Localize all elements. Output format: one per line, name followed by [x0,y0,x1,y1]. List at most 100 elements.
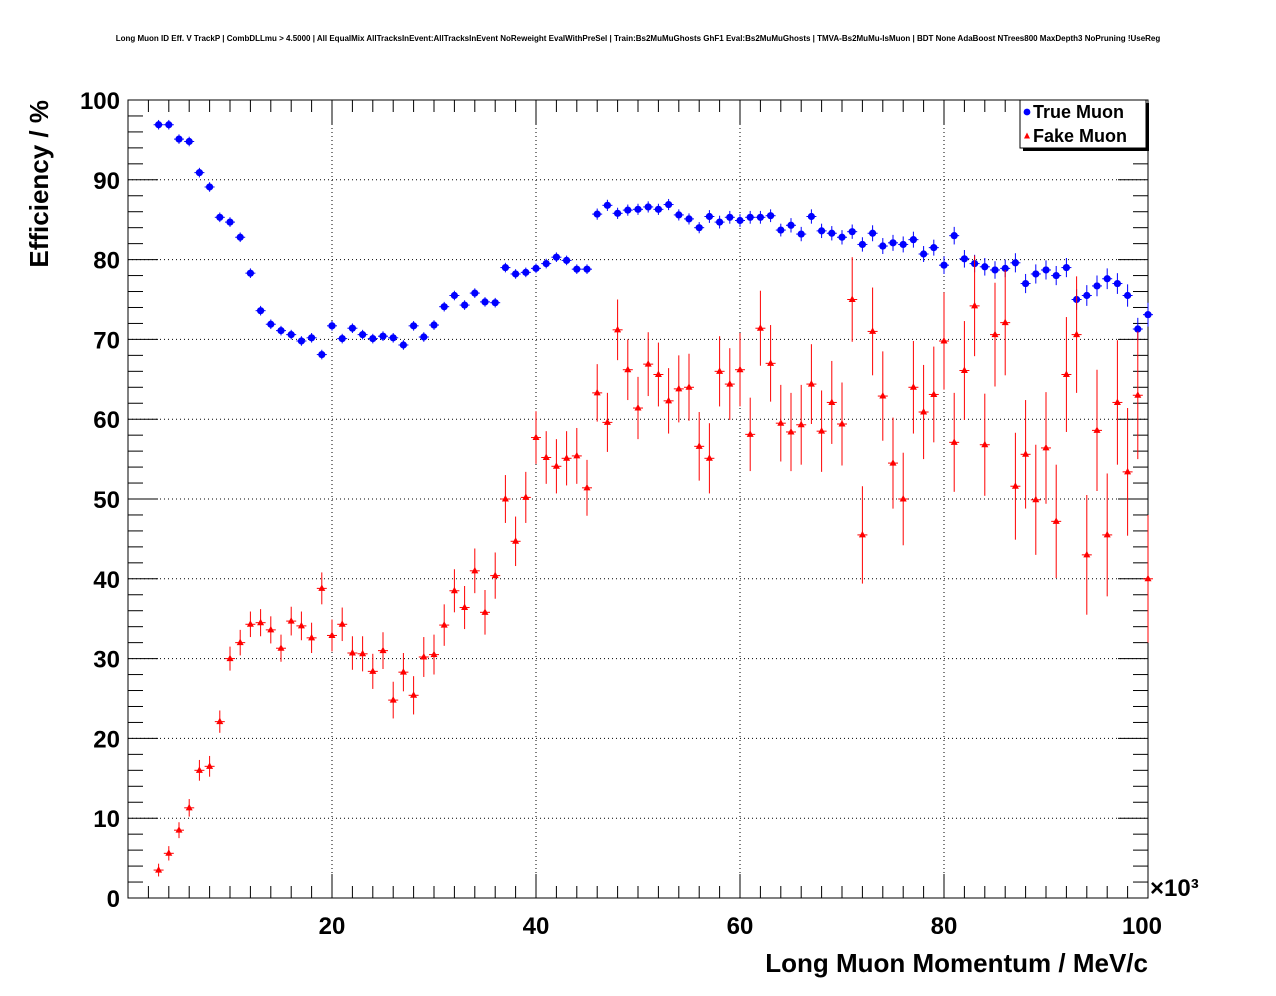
true-muon-point [388,333,399,343]
marker-circle [206,183,214,191]
x-tick-label: 40 [523,913,550,940]
marker-circle [960,255,969,263]
marker-triangle [308,633,316,641]
marker-circle [216,213,224,221]
fake-muon-point [826,360,837,444]
marker-triangle [165,849,173,856]
marker-triangle [185,803,193,811]
fake-muon-point [163,846,174,861]
marker-circle [920,250,928,258]
marker-triangle [1083,550,1091,558]
marker-triangle [175,826,183,833]
marker-triangle [736,365,744,373]
legend-label: True Muon [1033,102,1124,122]
marker-triangle [828,398,836,405]
marker-triangle [777,419,785,426]
marker-circle [226,218,234,226]
true-muon-point [633,203,643,215]
fake-muon-point [928,346,939,443]
fake-muon-point [1041,392,1051,504]
true-muon-point [653,203,664,215]
fake-muon-point [337,607,348,642]
true-muon-point [1081,285,1092,306]
marker-circle [277,327,285,335]
marker-triangle [450,586,458,594]
y-tick-label: 90 [93,168,120,195]
marker-circle [328,322,336,330]
marker-triangle [410,691,418,698]
fake-muon-point [888,417,898,509]
fake-muon-point [510,516,521,567]
fake-muon-point [459,585,470,630]
fake-muon-point [357,636,368,672]
marker-triangle [1134,391,1142,398]
marker-circle [450,291,458,300]
marker-triangle [1113,398,1121,405]
marker-triangle [257,618,265,626]
marker-circle [1052,271,1060,280]
fake-muon-point [857,486,868,584]
true-muon-point [480,297,490,307]
axes: 0 10 20 30 40 50 60 70 80 90 100 20 40 60 80 100 ×10³ Lon… [24,88,1199,978]
marker-triangle [236,638,244,646]
fake-muon-point [214,710,225,733]
true-muon-point [735,214,745,227]
fake-muon-point [449,569,460,613]
true-muon-point [153,119,164,130]
marker-circle [848,228,856,236]
fake-muon-point [367,653,378,689]
true-muon-point [571,264,582,274]
marker-triangle [542,453,550,461]
marker-triangle [359,649,367,657]
marker-circle [705,212,714,221]
true-muon-point [908,231,919,248]
true-muon-point [949,226,960,245]
fake-muon-point [867,287,878,376]
true-muon-point [775,223,786,237]
true-muon-point [551,252,562,262]
fake-muon-point [1010,432,1021,540]
marker-circle [767,212,775,220]
marker-triangle [277,644,285,651]
true-muon-point [286,329,297,340]
marker-circle [420,333,428,341]
marker-triangle [920,408,928,415]
marker-triangle [634,404,642,411]
fake-muon-point [959,321,970,420]
fake-muon-point [1102,473,1113,597]
fake-muon-point [765,325,776,402]
fake-muon-point [837,382,847,466]
fake-muon-point [949,392,960,492]
fake-muon-point [775,384,786,462]
marker-triangle [369,667,377,674]
marker-triangle [746,430,754,437]
marker-triangle [940,336,948,344]
fake-muon-point [1081,495,1092,615]
true-muon-point [520,267,531,278]
marker-circle [879,242,887,250]
marker-circle [236,233,244,241]
marker-triangle [532,433,540,441]
data-series [153,119,1153,877]
marker-triangle [787,427,795,435]
marker-circle [573,265,581,273]
marker-circle [981,263,989,271]
marker-triangle [1093,426,1101,433]
true-muon-point [204,182,215,192]
marker-triangle [1001,318,1009,326]
x-tick-label: 80 [931,913,958,940]
grid [128,100,1148,898]
marker-circle [593,210,601,218]
true-muon-point [612,207,623,219]
true-muon-point [296,336,307,346]
fake-muon-point [429,634,439,675]
y-tick-label: 0 [107,886,120,913]
true-muon-point [1143,302,1153,327]
true-muon-point [561,255,572,266]
marker-circle [1001,264,1009,272]
fake-muon-point [806,344,817,424]
true-muon-point [225,217,235,227]
marker-triangle [440,621,448,628]
fake-muon-point [1051,464,1062,579]
marker-triangle [1124,467,1132,475]
